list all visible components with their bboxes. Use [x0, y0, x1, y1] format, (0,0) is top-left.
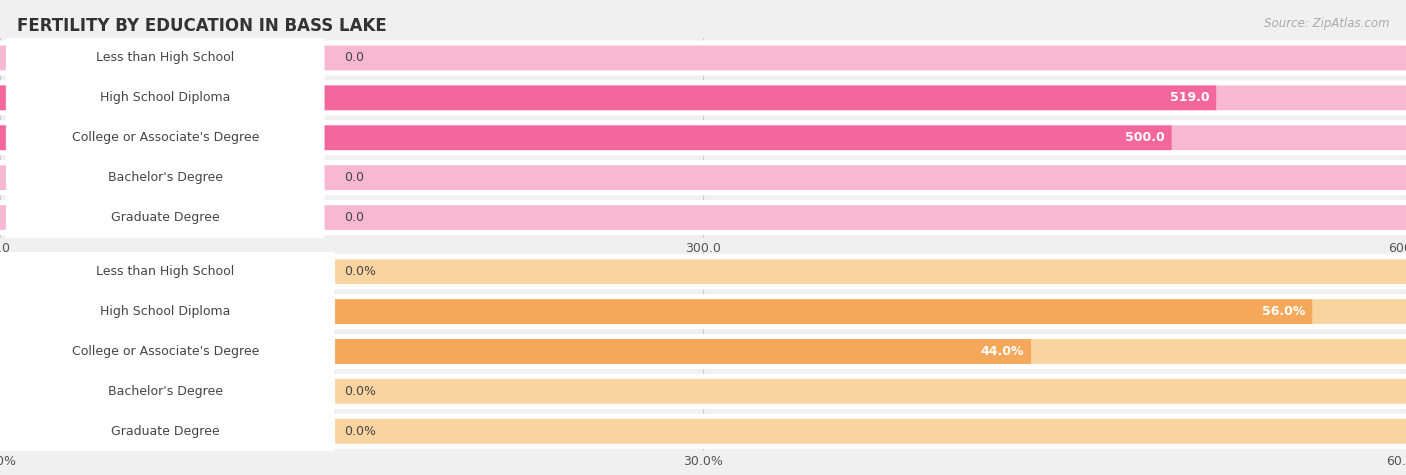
Text: 0.0: 0.0 — [344, 51, 364, 65]
FancyBboxPatch shape — [0, 334, 1406, 369]
FancyBboxPatch shape — [0, 339, 1406, 364]
FancyBboxPatch shape — [0, 200, 1406, 235]
FancyBboxPatch shape — [0, 80, 1406, 115]
FancyBboxPatch shape — [0, 299, 1312, 324]
FancyBboxPatch shape — [0, 379, 1406, 404]
FancyBboxPatch shape — [0, 40, 1406, 76]
Text: Less than High School: Less than High School — [96, 265, 235, 278]
FancyBboxPatch shape — [0, 282, 335, 342]
FancyBboxPatch shape — [0, 86, 1406, 110]
Text: 0.0%: 0.0% — [344, 265, 377, 278]
Text: Graduate Degree: Graduate Degree — [111, 425, 219, 438]
FancyBboxPatch shape — [0, 46, 1406, 70]
FancyBboxPatch shape — [0, 259, 1406, 284]
Text: 500.0: 500.0 — [1125, 131, 1164, 144]
FancyBboxPatch shape — [0, 361, 335, 421]
FancyBboxPatch shape — [0, 322, 335, 381]
Text: 44.0%: 44.0% — [980, 345, 1024, 358]
FancyBboxPatch shape — [0, 160, 1406, 195]
Text: College or Associate's Degree: College or Associate's Degree — [72, 345, 259, 358]
Text: 0.0%: 0.0% — [344, 425, 377, 438]
Text: High School Diploma: High School Diploma — [100, 91, 231, 104]
FancyBboxPatch shape — [0, 414, 1406, 449]
FancyBboxPatch shape — [6, 28, 325, 88]
FancyBboxPatch shape — [0, 205, 1406, 230]
FancyBboxPatch shape — [0, 419, 1406, 444]
FancyBboxPatch shape — [0, 254, 1406, 289]
Text: 0.0: 0.0 — [344, 211, 364, 224]
FancyBboxPatch shape — [0, 339, 1031, 364]
Text: Bachelor's Degree: Bachelor's Degree — [108, 385, 222, 398]
FancyBboxPatch shape — [0, 165, 1406, 190]
Text: College or Associate's Degree: College or Associate's Degree — [72, 131, 259, 144]
FancyBboxPatch shape — [6, 148, 325, 208]
FancyBboxPatch shape — [0, 86, 1216, 110]
Text: High School Diploma: High School Diploma — [100, 305, 231, 318]
Text: 0.0%: 0.0% — [344, 385, 377, 398]
Text: Bachelor's Degree: Bachelor's Degree — [108, 171, 222, 184]
Text: 56.0%: 56.0% — [1261, 305, 1305, 318]
FancyBboxPatch shape — [0, 120, 1406, 155]
Text: Graduate Degree: Graduate Degree — [111, 211, 219, 224]
FancyBboxPatch shape — [0, 125, 1406, 150]
Text: 0.0: 0.0 — [344, 171, 364, 184]
Text: 519.0: 519.0 — [1170, 91, 1209, 104]
Text: Source: ZipAtlas.com: Source: ZipAtlas.com — [1264, 17, 1389, 29]
FancyBboxPatch shape — [0, 125, 1171, 150]
FancyBboxPatch shape — [0, 299, 1406, 324]
FancyBboxPatch shape — [6, 188, 325, 247]
FancyBboxPatch shape — [0, 294, 1406, 329]
Text: FERTILITY BY EDUCATION IN BASS LAKE: FERTILITY BY EDUCATION IN BASS LAKE — [17, 17, 387, 35]
FancyBboxPatch shape — [0, 374, 1406, 409]
FancyBboxPatch shape — [0, 401, 335, 461]
FancyBboxPatch shape — [6, 68, 325, 128]
FancyBboxPatch shape — [0, 242, 335, 302]
Text: Less than High School: Less than High School — [96, 51, 235, 65]
FancyBboxPatch shape — [6, 108, 325, 168]
